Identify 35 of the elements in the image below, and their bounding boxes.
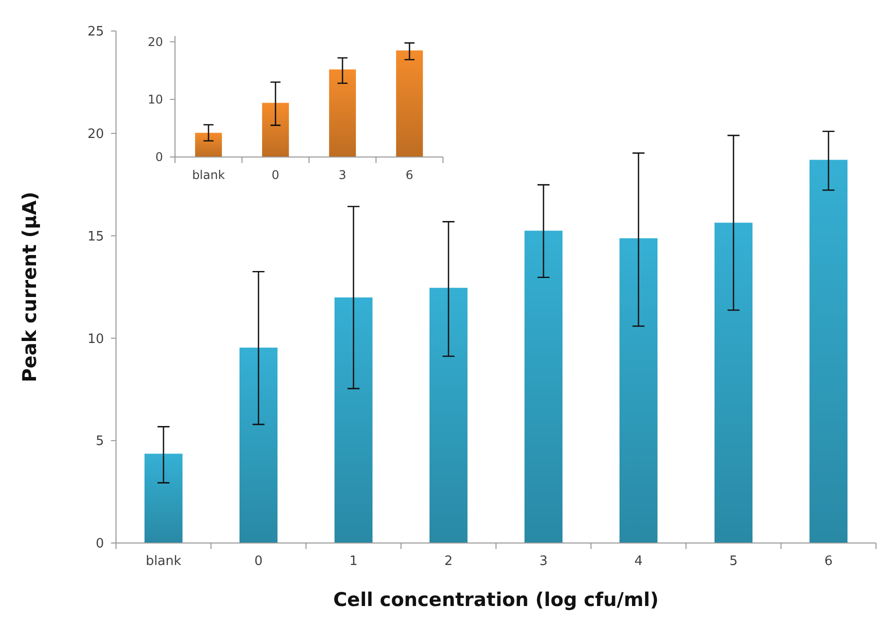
x-tick-label: 1 <box>349 554 358 569</box>
y-tick-label: 20 <box>148 34 163 49</box>
y-tick-label: 0 <box>96 536 104 552</box>
bar <box>240 348 278 543</box>
bar <box>334 297 372 543</box>
x-tick-label: 3 <box>539 554 548 569</box>
y-tick-label: 10 <box>148 92 163 107</box>
x-tick-label: 0 <box>272 168 280 182</box>
x-tick-label: 6 <box>406 168 414 182</box>
x-axis-title: Cell concentration (log cfu/ml) <box>333 589 659 611</box>
y-tick-label: 20 <box>87 126 104 142</box>
bar <box>195 132 222 157</box>
y-tick-label: 15 <box>87 229 104 244</box>
x-tick-label: 2 <box>444 554 453 569</box>
y-tick-label: 5 <box>96 434 104 450</box>
x-tick-label: blank <box>192 168 225 182</box>
x-tick-label: 6 <box>824 554 833 569</box>
bar <box>262 102 289 157</box>
x-tick-label: blank <box>146 554 182 569</box>
bar <box>430 288 468 543</box>
y-tick-label: 10 <box>87 332 104 347</box>
bar <box>396 50 423 157</box>
bar <box>714 222 752 543</box>
bar <box>329 69 356 157</box>
y-tick-label: 25 <box>87 24 104 40</box>
y-axis-title: Peak current (µA) <box>19 192 41 382</box>
y-tick-label: 0 <box>155 150 163 164</box>
x-tick-label: 5 <box>729 554 738 569</box>
bar <box>524 230 562 543</box>
bar <box>620 238 658 543</box>
x-tick-label: 3 <box>338 168 346 182</box>
x-tick-label: 4 <box>634 554 643 569</box>
bar <box>144 454 182 543</box>
x-tick-label: 0 <box>254 554 263 569</box>
bar <box>810 160 848 543</box>
